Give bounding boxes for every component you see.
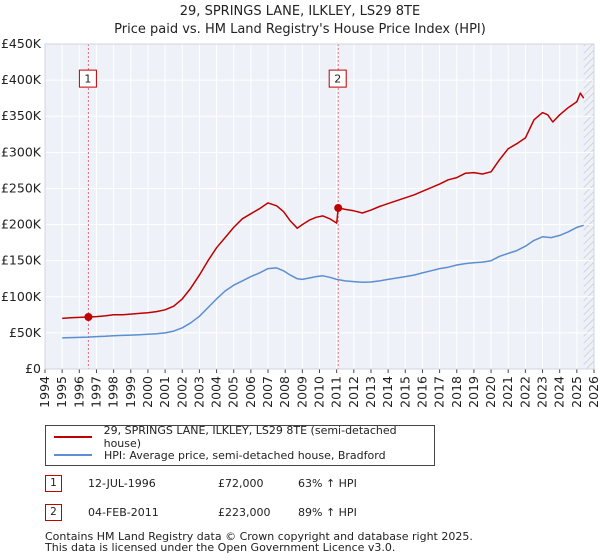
transaction-hpi-change: 89% ↑ HPI (298, 505, 357, 519)
x-tick-label: 2011 (329, 376, 344, 408)
property-price-line (62, 92, 585, 320)
y-tick-label: £350K (1, 108, 42, 123)
hpi-line (62, 224, 584, 339)
x-tick-label: 2014 (380, 376, 395, 408)
sale-label: 2 (334, 73, 341, 86)
footer-licence: This data is licensed under the Open Gov… (45, 541, 396, 554)
y-tick-label: £0 (25, 361, 41, 376)
x-tick-label: 2024 (552, 376, 567, 408)
x-tick-label: 2005 (226, 376, 241, 408)
x-tick-label: 2018 (449, 376, 464, 408)
legend-label-property: 29, SPRINGS LANE, ILKLEY, LS29 8TE (semi… (103, 424, 397, 450)
y-axis: £0 £50K £100K £150K £200K £250K £300K £350K £400… (1, 36, 42, 376)
x-tick-label: 2016 (414, 376, 429, 408)
x-tick-label: 2019 (466, 376, 481, 408)
x-tick-label: 1998 (106, 376, 121, 408)
footer-attribution: Contains HM Land Registry data © Crown c… (45, 531, 473, 553)
transaction-badge: 2 (45, 503, 62, 521)
x-tick-label: 2006 (243, 376, 258, 408)
x-tick-label: 2000 (140, 376, 155, 408)
x-tick-label: 2002 (174, 376, 189, 408)
x-tick-label: 2007 (260, 376, 275, 408)
footer-copyright: Contains HM Land Registry data © Crown c… (45, 530, 473, 543)
y-tick-label: £200K (1, 217, 42, 232)
transaction-date: 04-FEB-2011 (88, 505, 159, 519)
x-tick-label: 2013 (363, 376, 378, 408)
x-tick-label: 2015 (397, 376, 412, 408)
price-chart: 29, SPRINGS LANE, ILKLEY, LS29 8TE Price… (1, 4, 600, 408)
transaction-badge: 1 (45, 474, 62, 492)
x-tick-label: 2022 (517, 376, 532, 408)
x-tick-label: 2003 (191, 376, 206, 408)
legend: 29, SPRINGS LANE, ILKLEY, LS29 8TE (semi… (45, 424, 435, 466)
x-tick-label: 2010 (312, 376, 327, 408)
y-tick-label: £100K (1, 289, 42, 304)
y-tick-label: £250K (1, 180, 42, 195)
sale-label: 1 (84, 73, 91, 86)
transaction-date: 12-JUL-1996 (88, 476, 156, 490)
x-tick-label: 2023 (535, 376, 550, 408)
sale-point (84, 313, 93, 321)
legend-item-property: 29, SPRINGS LANE, ILKLEY, LS29 8TE (semi… (54, 424, 434, 450)
y-tick-label: £50K (9, 325, 42, 340)
legend-swatch-property (54, 436, 92, 438)
transaction-price: £72,000 (218, 476, 264, 490)
chart-subtitle: Price paid vs. HM Land Registry's House … (114, 22, 486, 37)
series-lines (62, 92, 585, 339)
y-tick-label: £400K (1, 72, 42, 87)
transaction-price: £223,000 (218, 505, 271, 519)
x-tick-label: 2017 (432, 376, 447, 408)
x-tick-label: 2021 (500, 376, 515, 408)
plot-border (44, 43, 595, 370)
sale-point (334, 203, 343, 212)
future-hatch (583, 44, 594, 369)
legend-item-hpi: HPI: Average price, semi-detached house,… (54, 447, 386, 463)
y-tick-label: £300K (1, 144, 42, 159)
x-tick-label: 2009 (294, 376, 309, 408)
x-tick-label: 2001 (157, 376, 172, 408)
x-tick-label: 2008 (277, 376, 292, 408)
legend-label-hpi: HPI: Average price, semi-detached house,… (104, 448, 386, 462)
x-tick-label: 1997 (88, 376, 103, 408)
y-tick-label: £150K (1, 253, 42, 268)
transaction-row: 2 04-FEB-2011 £223,000 89% ↑ HPI (45, 502, 357, 522)
x-tick-label: 2020 (483, 376, 498, 408)
transaction-hpi-change: 63% ↑ HPI (298, 476, 357, 490)
sale-label-box (78, 69, 97, 88)
transaction-row: 1 12-JUL-1996 £72,000 63% ↑ HPI (45, 473, 357, 493)
legend-swatch-hpi (54, 454, 92, 456)
x-tick-label: 1995 (54, 376, 69, 408)
sale-label-box (328, 69, 347, 88)
x-tick-label: 1994 (37, 376, 52, 408)
x-tick-label: 2025 (569, 376, 584, 408)
x-tick-label: 2012 (346, 376, 361, 408)
y-tick-label: £450K (1, 36, 42, 51)
x-axis: 1994 1995 1996 1997 1998 1999 2000 2001 2002 2003… (37, 369, 600, 408)
x-tick-label: 1996 (71, 376, 86, 408)
x-tick-label: 2026 (586, 376, 600, 408)
x-tick-label: 2004 (209, 376, 224, 408)
chart-title: 29, SPRINGS LANE, ILKLEY, LS29 8TE (180, 4, 420, 19)
x-tick-label: 1999 (123, 376, 138, 408)
